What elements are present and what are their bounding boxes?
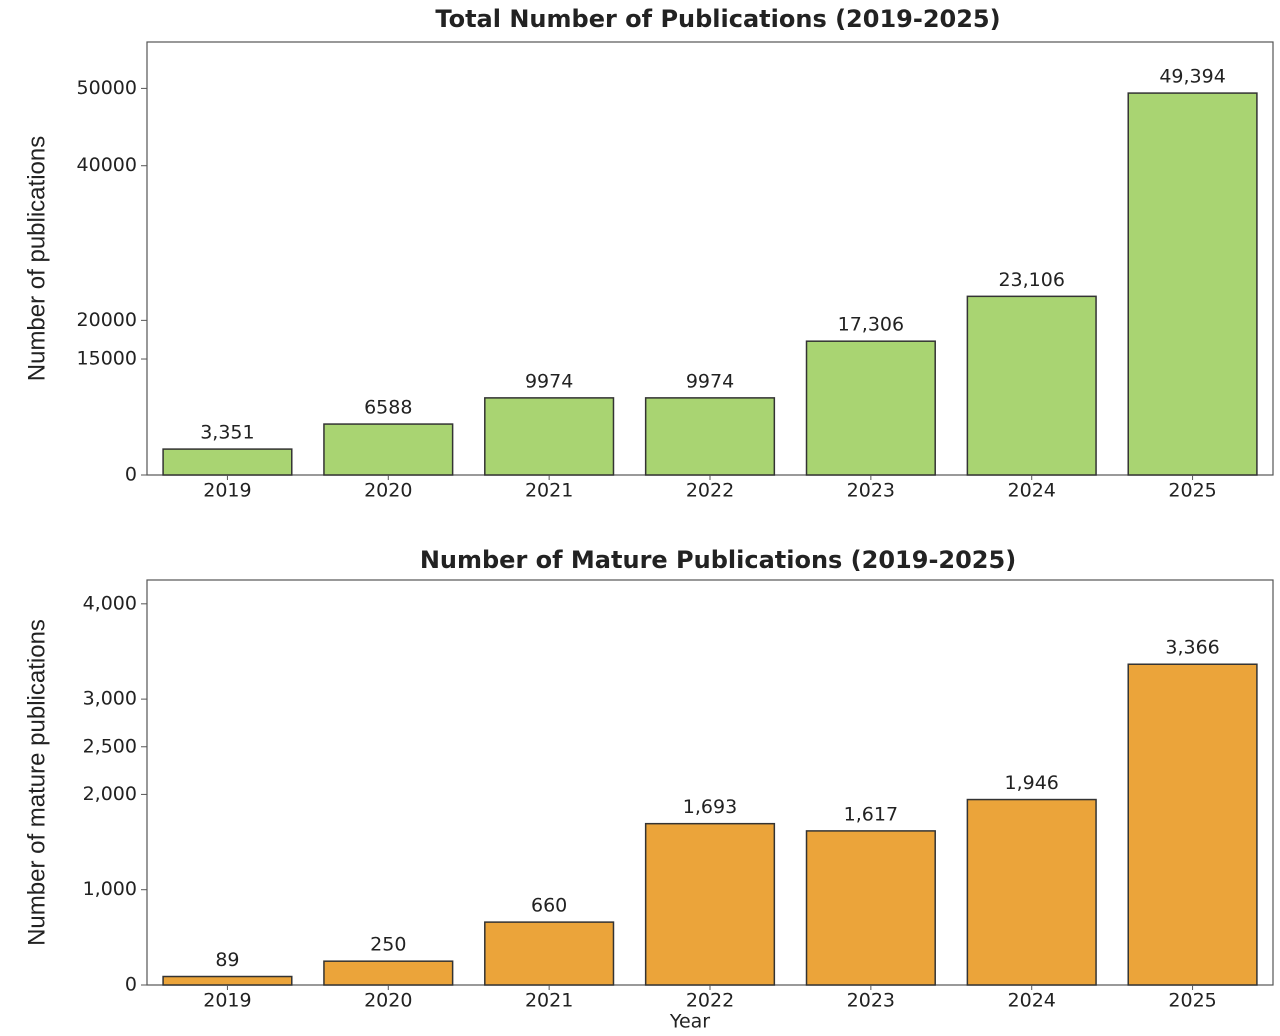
value-label: 250 [370, 934, 406, 956]
y-tick-label: 3,000 [83, 688, 137, 710]
value-label: 23,106 [998, 269, 1064, 291]
bar [966, 295, 1097, 476]
value-label: 1,693 [683, 796, 737, 818]
y-tick-label: 0 [125, 464, 137, 486]
value-label: 89 [215, 949, 239, 971]
chart-title: Number of Mature Publications (2019-2025… [420, 546, 1016, 574]
x-tick-label: 2019 [203, 480, 251, 502]
bar [323, 423, 454, 476]
y-axis-label: Number of mature publications [23, 619, 50, 946]
x-tick-label: 2024 [1008, 990, 1056, 1012]
x-tick-label: 2024 [1008, 480, 1056, 502]
y-tick-label: 2,000 [83, 783, 137, 805]
x-tick-label: 2020 [364, 480, 412, 502]
bar [805, 830, 936, 986]
y-tick-label: 0 [125, 974, 137, 996]
chart-title: Total Number of Publications (2019-2025) [435, 5, 1000, 33]
bar [644, 822, 776, 986]
bar [1127, 92, 1258, 476]
x-tick-label: 2025 [1168, 480, 1216, 502]
bar [484, 397, 615, 476]
y-tick-label: 4,000 [83, 592, 137, 614]
value-label: 9974 [525, 370, 573, 392]
value-label: 1,617 [844, 803, 898, 825]
x-axis-label: Year [669, 1011, 710, 1033]
y-axis-label: Number of publications [23, 136, 50, 381]
y-tick-label: 2,500 [83, 735, 137, 757]
value-label: 6588 [364, 397, 412, 419]
bar [484, 921, 615, 986]
x-tick-label: 2022 [686, 990, 734, 1012]
value-label: 49,394 [1159, 66, 1225, 88]
x-tick-label: 2019 [203, 990, 251, 1012]
x-tick-label: 2020 [364, 990, 412, 1012]
value-label: 17,306 [838, 314, 904, 336]
x-tick-label: 2021 [525, 990, 573, 1012]
value-label: 660 [531, 895, 567, 917]
bar [805, 340, 936, 476]
value-label: 9974 [686, 370, 734, 392]
bar [162, 975, 293, 986]
y-tick-label: 50000 [77, 77, 137, 99]
value-label: 3,366 [1165, 637, 1219, 659]
value-label: 3,351 [200, 422, 254, 444]
y-tick-label: 20000 [77, 309, 137, 331]
bar [162, 448, 293, 476]
y-tick-label: 40000 [77, 154, 137, 176]
bar [644, 397, 776, 476]
value-label: 1,946 [1005, 772, 1059, 794]
y-tick-label: 15000 [77, 348, 137, 370]
y-tick-label: 1,000 [83, 878, 137, 900]
x-tick-label: 2025 [1168, 990, 1216, 1012]
x-tick-label: 2023 [847, 990, 895, 1012]
bar [323, 960, 454, 986]
x-tick-label: 2023 [847, 480, 895, 502]
x-tick-label: 2021 [525, 480, 573, 502]
bar [1127, 663, 1258, 986]
x-tick-label: 2022 [686, 480, 734, 502]
bar [966, 798, 1097, 986]
